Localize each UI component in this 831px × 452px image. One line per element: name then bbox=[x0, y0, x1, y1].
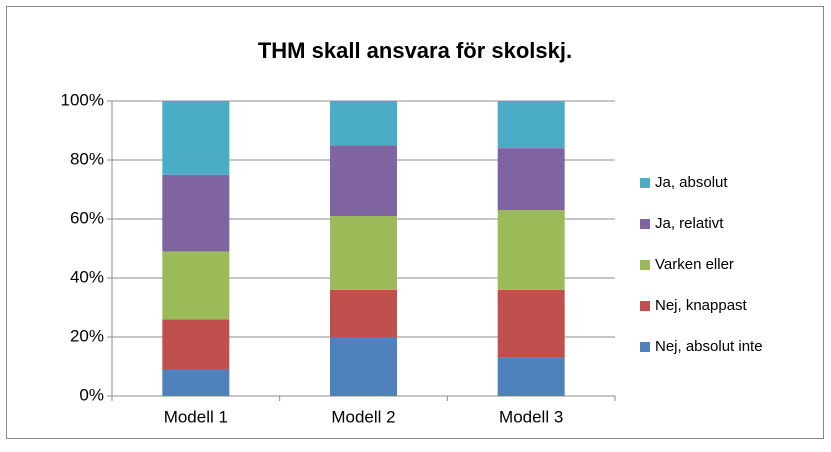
bar-segment bbox=[162, 369, 230, 396]
bar-segment bbox=[330, 216, 397, 290]
bar-segment bbox=[162, 251, 230, 320]
legend-label: Ja, relativt bbox=[655, 215, 724, 232]
x-tick-label: Modell 1 bbox=[164, 407, 228, 426]
bar-segment bbox=[497, 148, 565, 211]
y-tick-label: 60% bbox=[70, 208, 104, 227]
bar-segment bbox=[497, 101, 565, 149]
bar-segment bbox=[162, 319, 230, 370]
y-tick-label: 80% bbox=[70, 149, 104, 168]
x-tick-label: Modell 3 bbox=[499, 407, 563, 426]
legend-swatch bbox=[640, 219, 650, 229]
y-tick-label: 20% bbox=[70, 326, 104, 345]
bar-segment bbox=[497, 210, 565, 290]
y-tick-label: 100% bbox=[61, 90, 104, 109]
bar-segment bbox=[330, 101, 397, 146]
bar-segment bbox=[162, 174, 230, 252]
bar-segment bbox=[330, 145, 397, 217]
legend: Nej, absolut inte Nej, knappast Varken ell… bbox=[640, 174, 763, 355]
legend-swatch bbox=[640, 178, 650, 188]
y-tick-label: 40% bbox=[70, 267, 104, 286]
legend-label: Nej, absolut inte bbox=[655, 338, 763, 355]
legend-swatch bbox=[640, 342, 650, 352]
legend-swatch bbox=[640, 260, 650, 270]
legend-label: Nej, knappast bbox=[655, 297, 748, 314]
bar-segment bbox=[330, 337, 397, 396]
bar-segment bbox=[497, 289, 565, 358]
y-tick-label: 0% bbox=[79, 385, 104, 404]
legend-label: Ja, absolut bbox=[655, 174, 728, 191]
chart-frame bbox=[6, 6, 824, 439]
bar-segment bbox=[330, 289, 397, 337]
legend-swatch bbox=[640, 301, 650, 311]
x-tick-label: Modell 2 bbox=[331, 407, 395, 426]
bar-segment bbox=[497, 357, 565, 396]
chart-title: THM skall ansvara för skolskj. bbox=[258, 38, 572, 63]
bar-segment bbox=[162, 101, 230, 175]
legend-label: Varken eller bbox=[655, 256, 734, 273]
